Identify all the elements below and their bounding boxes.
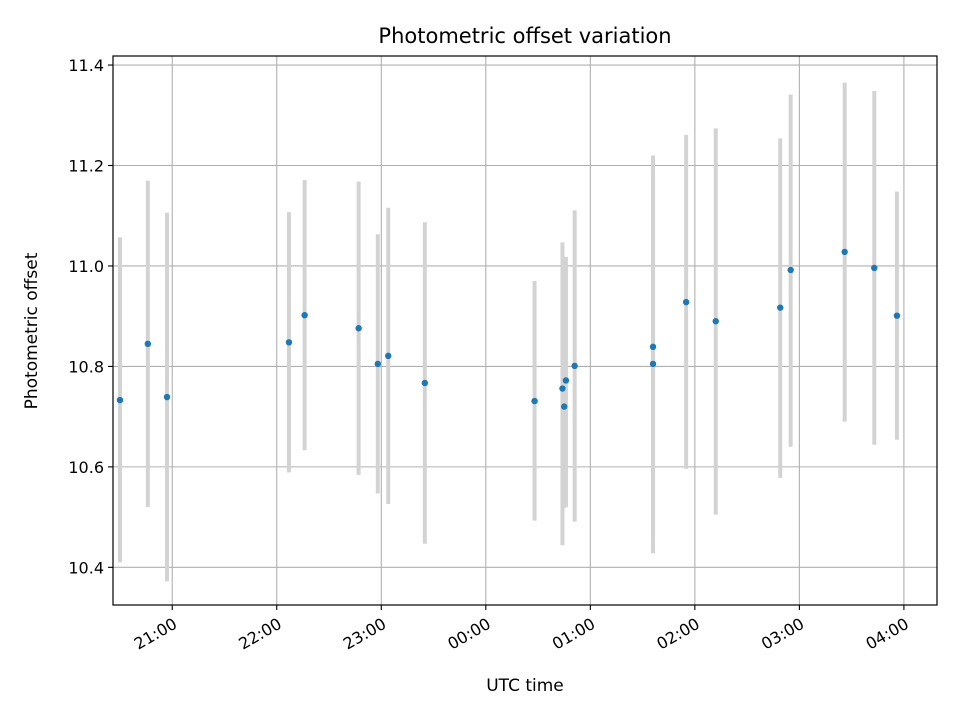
data-point [531,397,538,405]
grid [113,56,937,605]
chart-title: Photometric offset variation [378,24,671,48]
data-point [116,396,124,404]
data-point [841,248,848,256]
y-tick-label: 11.4 [68,56,104,75]
data-point [682,298,690,306]
data-point [421,379,429,387]
data-point [285,339,293,346]
data-point [712,318,719,325]
y-axis-label: Photometric offset [22,252,42,409]
data-point [649,343,657,351]
data-point [893,312,901,319]
data-point [649,360,657,368]
y-tick-label: 10.4 [68,558,104,577]
y-tick-label: 10.6 [68,458,104,477]
data-point [560,403,568,410]
data-point [144,340,152,348]
data-point [571,362,578,370]
data-point [385,352,392,360]
y-tick-label: 11.0 [68,257,104,276]
y-tick-label: 11.2 [68,156,104,175]
data-point [777,304,784,311]
y-tick-label: 10.8 [68,357,104,376]
data-point [355,325,362,332]
data-point [787,266,794,274]
data-point [301,311,308,319]
plot-frame [112,55,938,606]
data-point [559,385,566,392]
data-point [163,393,171,401]
data-point [374,360,381,368]
y-axis-ticks: 10.4 10.6 10.8 11.0 11.2 11.4 [68,56,113,577]
data-point [562,377,570,384]
data-point [871,264,878,272]
x-axis-label: UTC time [486,676,564,696]
data-points [116,248,901,410]
